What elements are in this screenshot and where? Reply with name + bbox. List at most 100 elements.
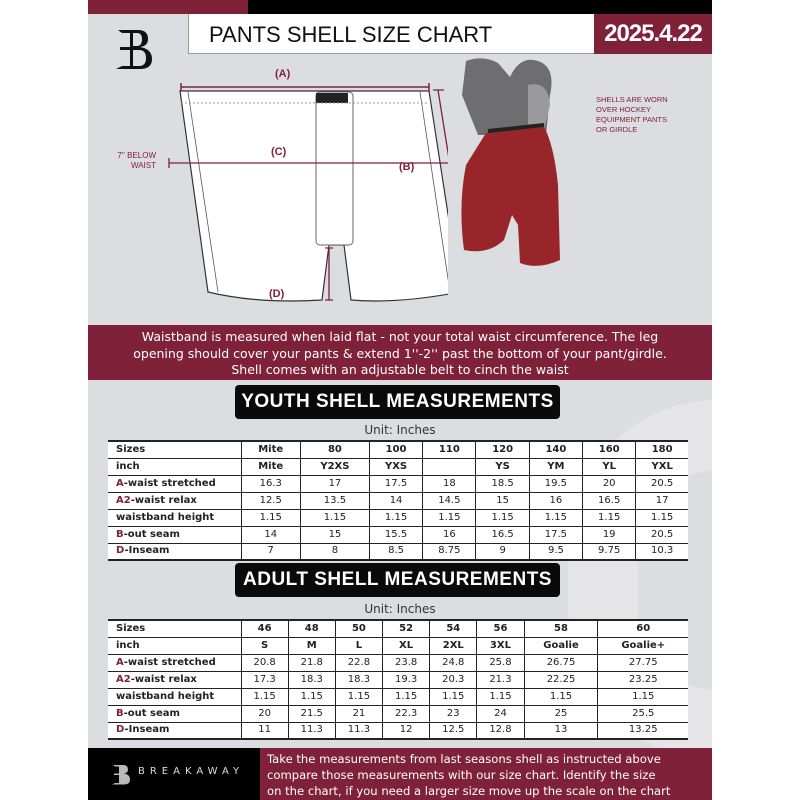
table-cell: 22.3	[382, 704, 431, 723]
row-label-text: waistband height	[116, 511, 215, 523]
table-cell: S	[240, 636, 289, 655]
table-cell: Mite	[240, 457, 301, 476]
table-cell: 46	[240, 619, 289, 638]
table-row: D-Inseam 7 8 8.5 8.75 9 9.5 9.75 10.3	[108, 542, 688, 561]
table-cell: L	[334, 636, 384, 655]
table-cell: 13.25	[597, 721, 688, 740]
table-cell: 26.75	[523, 653, 599, 672]
label-a: (A)	[275, 68, 291, 80]
table-cell: 17.5	[368, 474, 424, 493]
table-cell: 100	[368, 440, 424, 459]
youth-section-title: YOUTH SHELL MEASUREMENTS	[235, 385, 560, 419]
table-cell: 21	[334, 704, 384, 723]
table-cell: 11.3	[334, 721, 384, 740]
table-cell: 9.75	[582, 542, 637, 561]
table-cell: 120	[475, 440, 530, 459]
row-label-text: -out seam	[123, 707, 180, 719]
table-cell: 180	[635, 440, 688, 459]
table-cell: 80	[299, 440, 370, 459]
row-label-text: inch	[116, 639, 140, 651]
table-cell: 16.5	[475, 525, 530, 544]
table-cell: 1.15	[582, 508, 637, 527]
table-cell: 56	[476, 619, 525, 638]
table-cell: 10.3	[635, 542, 688, 561]
photo-note-line: OR GIRDLE	[596, 125, 638, 134]
table-cell: 50	[334, 619, 384, 638]
table-cell: 1.15	[382, 687, 431, 706]
table-cell: 20.5	[635, 525, 688, 544]
table-cell: 11.3	[287, 721, 336, 740]
table-cell: 25.5	[597, 704, 688, 723]
row-label: B-out seam	[108, 704, 242, 723]
row-label: A-waist stretched	[108, 474, 242, 493]
table-cell: 18.3	[287, 670, 336, 689]
table-cell: 12.8	[476, 721, 525, 740]
table-cell: Goalie+	[597, 636, 688, 655]
table-cell: 14	[240, 525, 301, 544]
footer-line: compare those measurements with our size…	[267, 768, 656, 782]
table-cell: 12	[382, 721, 431, 740]
row-label-text: inch	[116, 460, 140, 472]
footer-instructions: Take the measurements from last seasons …	[260, 748, 712, 800]
table-cell: 1.15	[476, 687, 525, 706]
table-cell: Goalie	[523, 636, 599, 655]
page-title: PANTS SHELL SIZE CHART	[188, 14, 594, 54]
top-strip-black	[248, 0, 712, 14]
table-cell: 14.5	[422, 491, 477, 510]
size-chart-page: PANTS SHELL SIZE CHART 2025.4.22 (A) (C)…	[88, 0, 712, 800]
table-cell: 1.15	[240, 508, 301, 527]
table-cell: 19	[582, 525, 637, 544]
table-cell: 7	[240, 542, 301, 561]
table-cell: 1.15	[368, 508, 424, 527]
note-line: WAIST	[130, 161, 156, 170]
table-cell: 3XL	[476, 636, 525, 655]
table-cell: 1.15	[422, 508, 477, 527]
table-cell	[422, 457, 477, 476]
row-label: waistband height	[108, 687, 242, 706]
banner-line: opening should cover your pants & extend…	[133, 345, 667, 361]
table-cell: 27.75	[597, 653, 688, 672]
table-cell: 19.5	[528, 474, 584, 493]
row-label-text: Sizes	[116, 622, 146, 634]
table-cell: 1.15	[287, 687, 336, 706]
table-cell: 21.8	[287, 653, 336, 672]
table-cell: 23.25	[597, 670, 688, 689]
label-d: (D)	[269, 288, 285, 300]
table-row: inch Mite Y2XS YXS YS YM YL YXL	[108, 457, 688, 476]
table-cell: 52	[382, 619, 431, 638]
table-cell: 13	[523, 721, 599, 740]
row-label-text: -waist relax	[130, 673, 197, 685]
table-row: A2-waist relax 17.3 18.3 18.3 19.3 20.3 21.3 22…	[108, 670, 688, 689]
youth-size-table: Sizes Mite 80 100 110 120 140 160 180 inch Mite Y2X…	[108, 440, 688, 561]
table-row: B-out seam 14 15 15.5 16 16.5 17.5 19 20.5	[108, 525, 688, 544]
row-label-text: Sizes	[116, 443, 146, 455]
table-cell: 20	[582, 474, 637, 493]
table-row: A-waist stretched 20.8 21.8 22.8 23.8 24.8 25.…	[108, 653, 688, 672]
table-cell: 18.5	[475, 474, 530, 493]
brand-name: BREAKAWAY	[138, 766, 245, 777]
table-cell: 20.3	[429, 670, 478, 689]
table-cell: 1.15	[597, 687, 688, 706]
table-cell: 25	[523, 704, 599, 723]
table-cell: 16.5	[582, 491, 637, 510]
row-label-text: -waist stretched	[123, 656, 216, 668]
below-waist-note: 7'' BELOW WAIST	[96, 151, 156, 171]
table-cell: YS	[475, 457, 530, 476]
table-cell: YXL	[635, 457, 688, 476]
table-cell: 15	[299, 525, 370, 544]
table-row: A2-waist relax 12.5 13.5 14 14.5 15 16 16.5 17	[108, 491, 688, 510]
row-label-text: -waist relax	[130, 494, 197, 506]
table-row: waistband height 1.15 1.15 1.15 1.15 1.15 1.15…	[108, 687, 688, 706]
footer-line: on the chart, if you need a larger size …	[267, 784, 671, 798]
label-b: (B)	[399, 161, 415, 173]
row-key: D	[116, 545, 125, 557]
table-cell: 8	[299, 542, 370, 561]
footer-brand: BREAKAWAY	[88, 748, 260, 800]
banner-line: Waistband is measured when laid flat - n…	[141, 329, 659, 344]
table-cell: 24.8	[429, 653, 478, 672]
table-cell: 16	[422, 525, 477, 544]
row-label: A-waist stretched	[108, 653, 242, 672]
footer-line: Take the measurements from last seasons …	[267, 752, 661, 766]
table-cell: 15	[475, 491, 530, 510]
breakaway-logo-icon	[116, 30, 152, 69]
